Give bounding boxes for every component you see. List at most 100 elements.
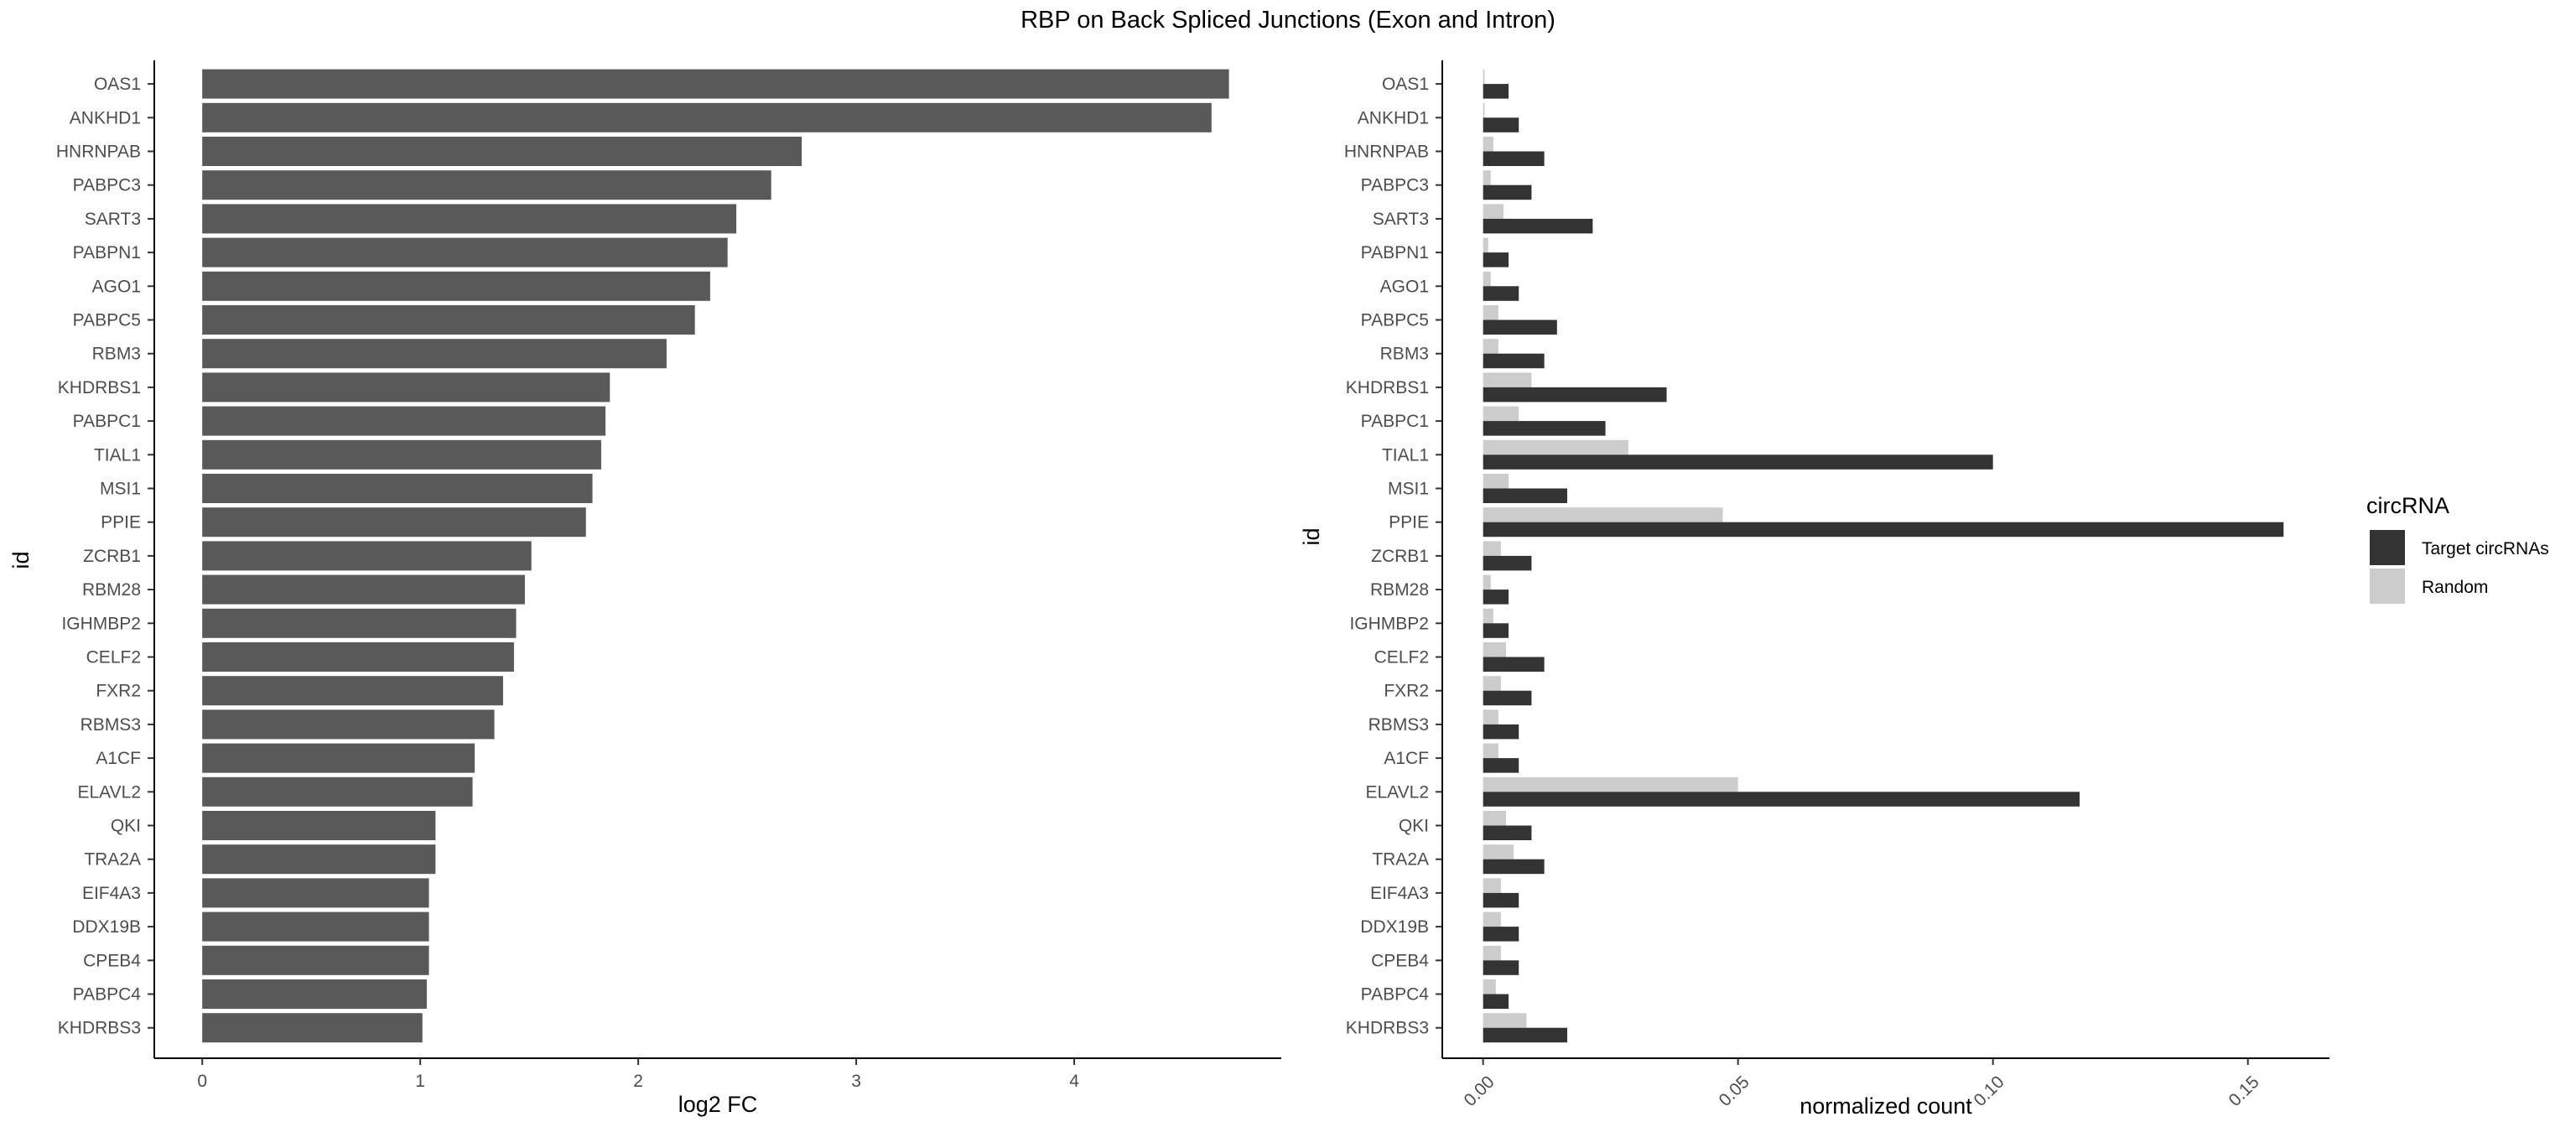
y-tick-label: ANKHD1 <box>70 108 141 127</box>
y-tick-label: CPEB4 <box>1371 951 1429 970</box>
legend-label: Random <box>2422 578 2488 597</box>
x-tick-label: 3 <box>851 1072 861 1091</box>
y-tick-label: PABPC1 <box>1361 412 1429 431</box>
legend-swatch-random <box>2370 569 2405 604</box>
bar-celf2 <box>202 642 514 672</box>
bar-pabpc3 <box>202 170 771 200</box>
bar-target-khdrbs1 <box>1483 387 1667 402</box>
bar-random-rbm28 <box>1483 574 1491 590</box>
bar-target-oas1 <box>1483 84 1509 99</box>
y-tick-label: ELAVL2 <box>78 782 142 802</box>
bar-rbms3 <box>202 709 495 740</box>
y-tick-label: PABPN1 <box>73 243 141 262</box>
bar-pabpc1 <box>202 406 606 436</box>
x-axis-title: normalized count <box>1800 1093 1972 1119</box>
bar-tial1 <box>202 439 601 470</box>
bar-zcrb1 <box>202 541 532 571</box>
bar-random-pabpc4 <box>1483 979 1496 995</box>
y-tick-label: PABPC1 <box>73 412 141 431</box>
bar-random-zcrb1 <box>1483 541 1501 556</box>
y-tick-label: DDX19B <box>1360 917 1429 937</box>
x-tick-label: 0.15 <box>2225 1072 2263 1110</box>
legend-title: circRNA <box>2366 493 2449 518</box>
y-tick-label: AGO1 <box>1380 277 1429 296</box>
bar-ighmbp2 <box>202 608 517 638</box>
bar-random-qki <box>1483 811 1507 826</box>
bar-target-zcrb1 <box>1483 555 1532 571</box>
x-tick-label: 4 <box>1069 1072 1079 1091</box>
bar-pabpc5 <box>202 305 695 335</box>
bar-cpeb4 <box>202 945 429 975</box>
y-axis-title: id <box>8 551 34 569</box>
bar-sart3 <box>202 204 737 234</box>
y-tick-label: RBMS3 <box>1368 715 1429 735</box>
bar-random-pabpc5 <box>1483 305 1498 320</box>
y-tick-label: A1CF <box>1384 749 1429 768</box>
bar-oas1 <box>202 69 1229 99</box>
legend-swatch-target <box>2370 530 2405 565</box>
y-axis-title: id <box>1299 527 1324 545</box>
bar-target-rbms3 <box>1483 724 1519 740</box>
right-panel-normalized-count-chart: OAS1 ANKHD1 HNRNPAB PABPC3 SART3 PABPN1 AGO1 PA… <box>1299 60 2329 1119</box>
bar-a1cf <box>202 743 475 773</box>
bar-target-ighmbp2 <box>1483 623 1509 638</box>
left-panel-logfc-chart: OAS1 ANKHD1 HNRNPAB PABPC3 SART3 PABPN1 AGO1 PA… <box>8 60 1281 1117</box>
y-tick-label: PPIE <box>1389 513 1429 532</box>
bar-target-ago1 <box>1483 286 1519 301</box>
x-tick-label: 0.10 <box>1971 1072 2008 1110</box>
bar-random-msi1 <box>1483 474 1509 489</box>
bar-random-khdrbs3 <box>1483 1013 1527 1028</box>
y-tick-label: AGO1 <box>92 277 141 296</box>
y-tick-label: KHDRBS1 <box>1346 378 1429 397</box>
bar-target-hnrnpab <box>1483 151 1545 166</box>
bar-random-oas1 <box>1483 69 1485 85</box>
bar-random-eif4a3 <box>1483 878 1501 893</box>
y-tick-label: ZCRB1 <box>1371 547 1429 566</box>
bar-random-cpeb4 <box>1483 945 1501 961</box>
bar-random-hnrnpab <box>1483 137 1493 152</box>
bar-random-pabpc3 <box>1483 170 1491 185</box>
y-tick-label: RBMS3 <box>80 715 141 735</box>
y-tick-label: KHDRBS3 <box>1346 1019 1429 1038</box>
figure-title: RBP on Back Spliced Junctions (Exon and … <box>1021 7 1555 34</box>
y-tick-label: PABPC5 <box>1361 311 1429 330</box>
y-tick-label: FXR2 <box>96 682 141 701</box>
bar-fxr2 <box>202 676 503 706</box>
bar-target-qki <box>1483 825 1532 840</box>
bar-ddx19b <box>202 911 429 942</box>
bar-target-cpeb4 <box>1483 960 1519 975</box>
bar-tra2a <box>202 844 436 875</box>
y-tick-label: OAS1 <box>1382 75 1429 94</box>
bar-random-ighmbp2 <box>1483 608 1493 624</box>
bar-khdrbs3 <box>202 1013 423 1043</box>
legend-label: Target circRNAs <box>2422 539 2549 558</box>
bar-random-celf2 <box>1483 642 1507 657</box>
y-tick-label: CELF2 <box>86 648 141 667</box>
y-tick-label: RBM28 <box>1370 580 1429 600</box>
bar-target-celf2 <box>1483 657 1545 672</box>
x-tick-label: 0.05 <box>1715 1072 1753 1110</box>
y-tick-label: EIF4A3 <box>1370 884 1429 903</box>
bar-target-a1cf <box>1483 758 1519 773</box>
bar-target-pabpc1 <box>1483 421 1606 436</box>
y-tick-label: PPIE <box>101 513 141 532</box>
y-tick-label: HNRNPAB <box>56 143 141 162</box>
bar-target-pabpn1 <box>1483 252 1509 267</box>
y-tick-label: QKI <box>111 817 141 836</box>
bar-random-tial1 <box>1483 439 1628 455</box>
y-tick-label: SART3 <box>1373 210 1429 229</box>
bar-target-pabpc4 <box>1483 994 1509 1009</box>
bar-target-elavl2 <box>1483 792 2080 807</box>
bar-random-rbms3 <box>1483 709 1498 724</box>
y-tick-label: PABPC3 <box>73 176 141 195</box>
bar-random-pabpc1 <box>1483 406 1519 422</box>
bar-ppie <box>202 507 586 538</box>
bar-target-msi1 <box>1483 488 1567 503</box>
y-tick-label: MSI1 <box>1388 480 1429 499</box>
bar-target-tra2a <box>1483 859 1545 875</box>
legend: circRNA Target circRNAs Random <box>2366 493 2549 604</box>
bar-rbm3 <box>202 339 667 369</box>
x-tick-label: 0.00 <box>1460 1072 1498 1110</box>
bar-target-tial1 <box>1483 454 1993 470</box>
y-tick-label: IGHMBP2 <box>61 614 141 633</box>
